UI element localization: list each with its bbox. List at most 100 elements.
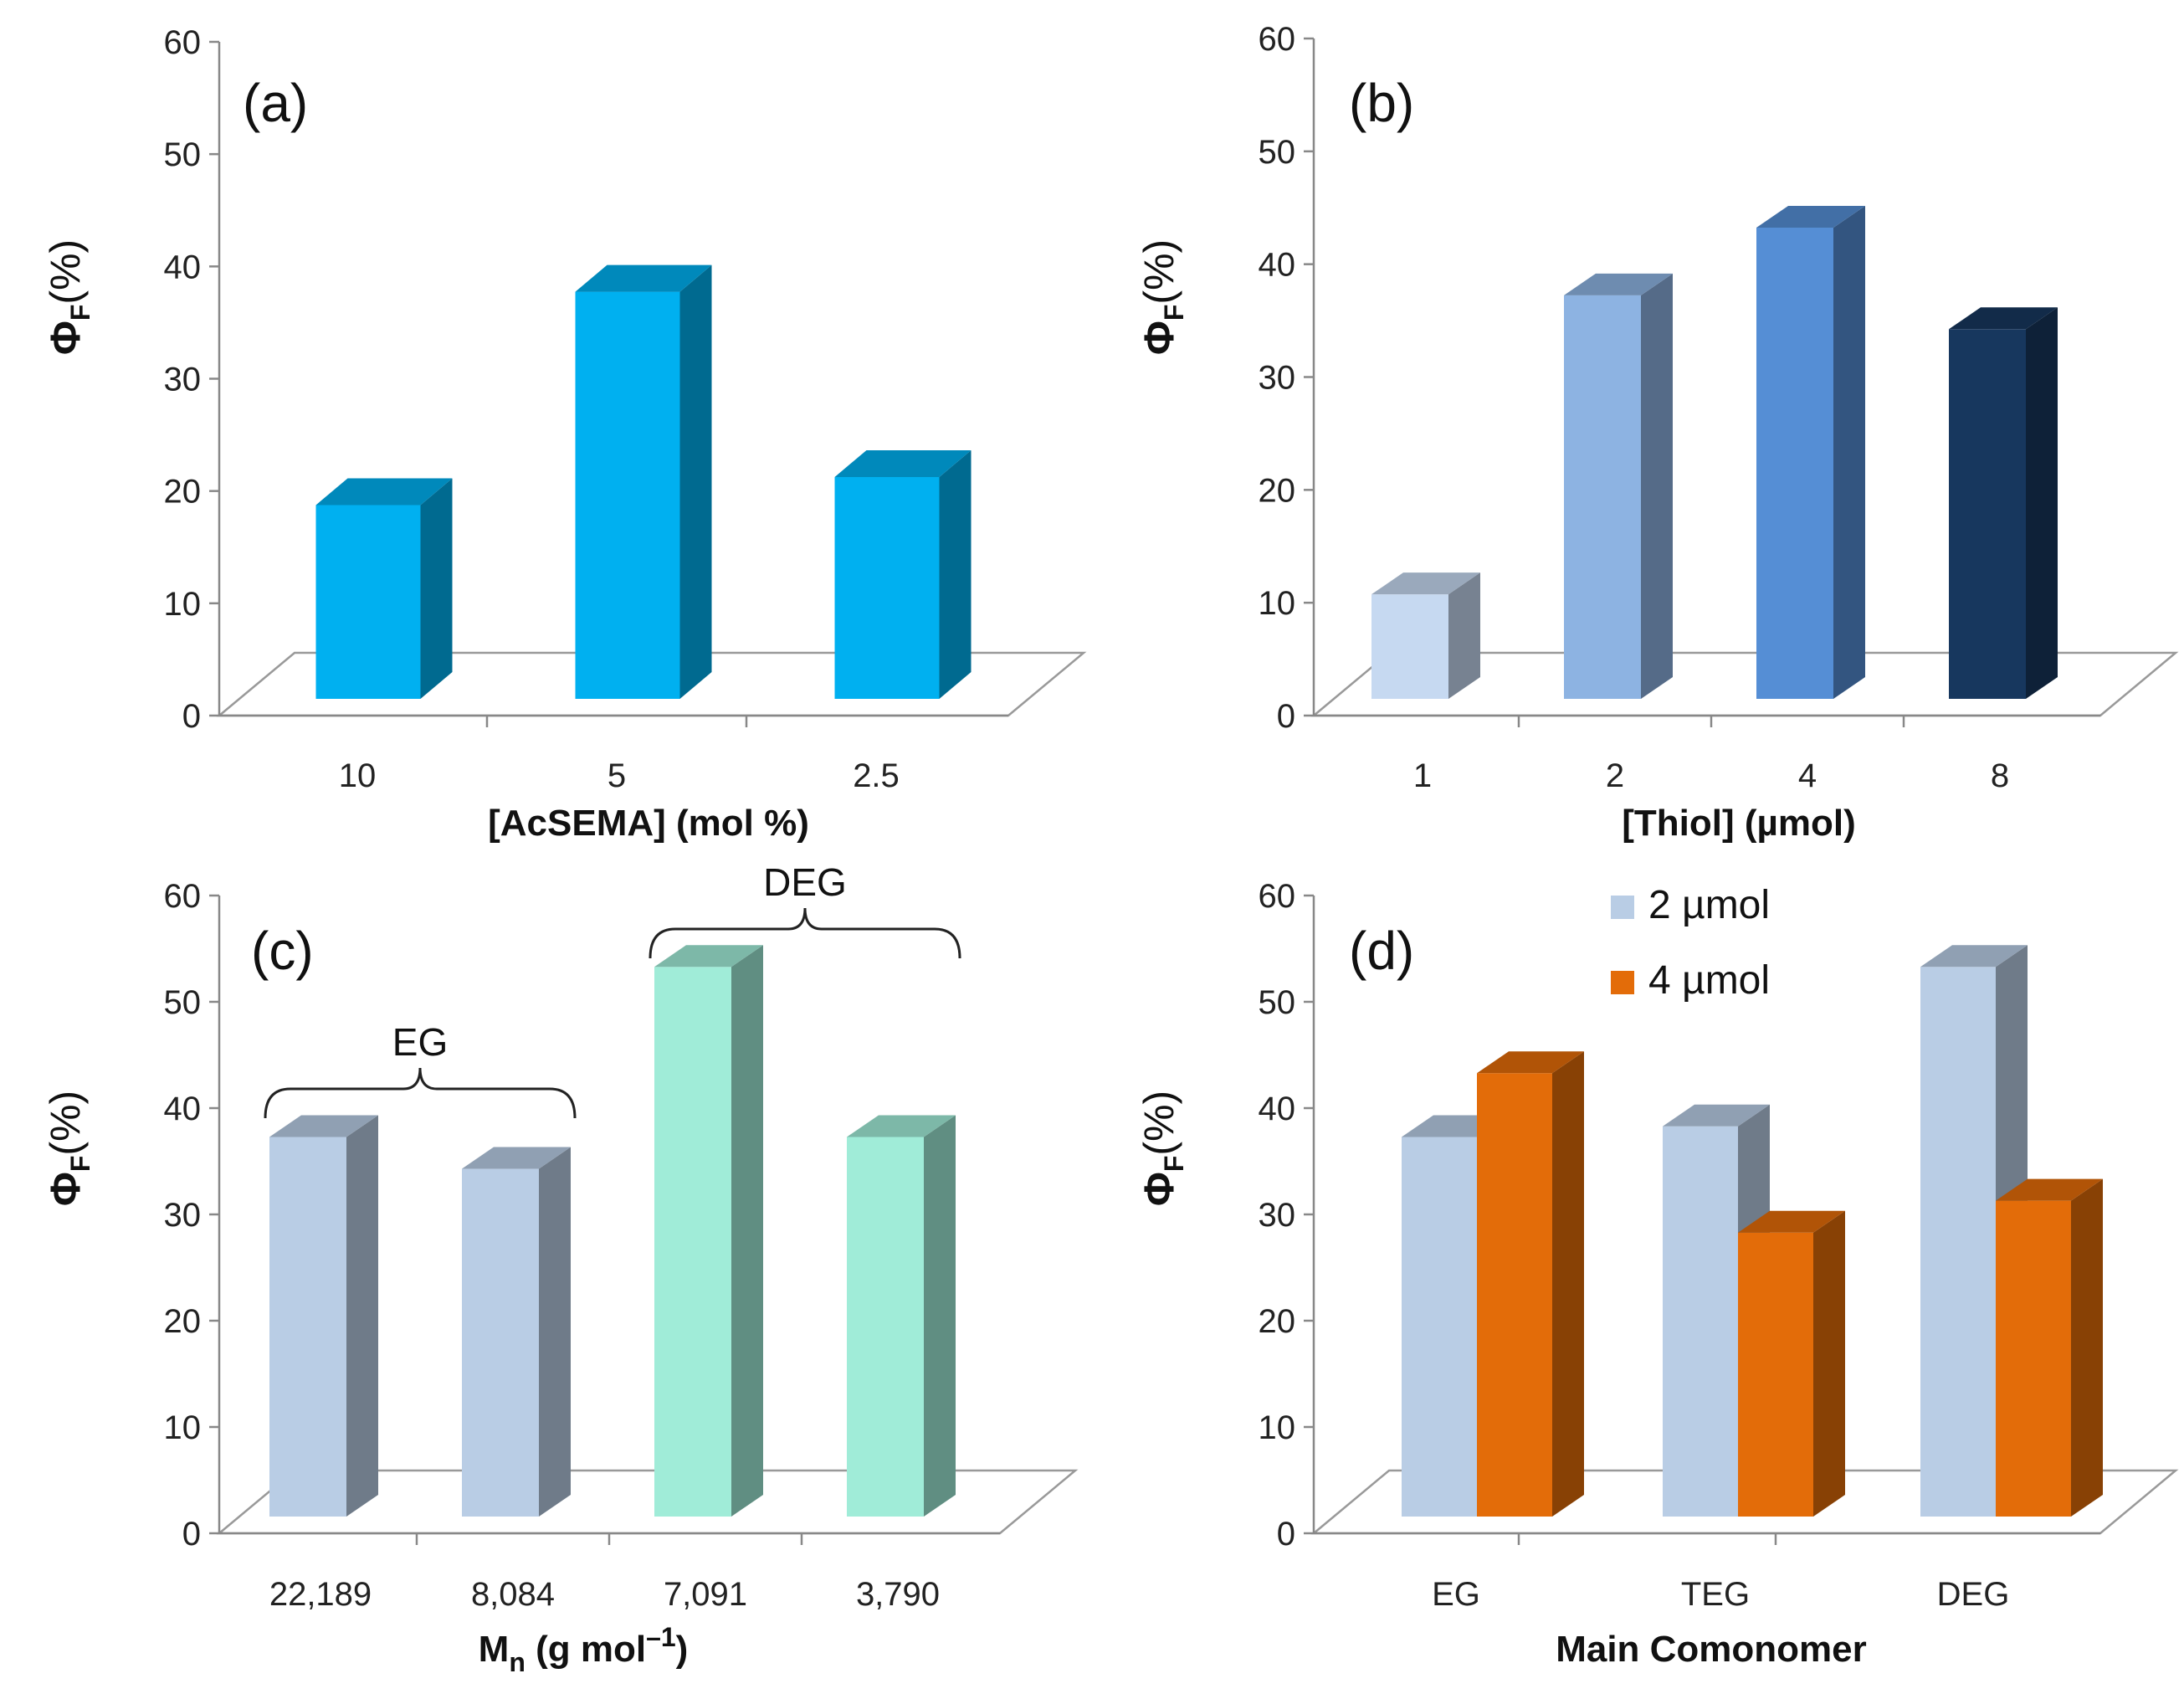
- bar-3-side: [1833, 205, 1865, 700]
- panel-label-a: (a): [243, 73, 308, 133]
- bar-3: [654, 945, 763, 1517]
- panel-a-y-axis-label: ΦF(%): [42, 239, 95, 355]
- x-tick-label: 5: [608, 757, 626, 794]
- y-tick-label: 20: [1259, 1303, 1296, 1340]
- y-tick-label: 60: [164, 878, 202, 915]
- bar-eg-4umol-side: [1552, 1051, 1584, 1517]
- y-tick-label: 50: [164, 136, 202, 173]
- bar-1-side: [420, 478, 453, 699]
- x-tick-label: 8,084: [471, 1576, 555, 1613]
- y-tick-label: 50: [1259, 984, 1296, 1021]
- y-tick-label: 20: [164, 1303, 202, 1340]
- y-tick-label: 40: [1259, 1091, 1296, 1127]
- bar-1: [315, 478, 453, 699]
- group-brace-deg: [649, 907, 961, 959]
- x-tick-label: 8: [1991, 757, 2009, 794]
- bar-teg-4umol-front: [1738, 1232, 1813, 1517]
- bar-3-front: [654, 967, 731, 1517]
- bar-4-front: [1949, 329, 2026, 699]
- panel-c-y-axis-label: ΦF(%): [42, 1091, 95, 1206]
- y-tick-label: 60: [164, 24, 202, 61]
- bar-4: [1949, 307, 2058, 699]
- bar-deg-4umol-top: [1996, 1178, 2103, 1201]
- panel-d-x-axis-label: Main Comonomer: [1556, 1629, 1867, 1670]
- group-brace-eg: [264, 1067, 577, 1119]
- y-tick-label: 40: [164, 1091, 202, 1127]
- y-tick-label: 30: [1259, 1197, 1296, 1234]
- bar-3-front: [834, 476, 940, 699]
- bar-4-front: [847, 1137, 924, 1517]
- bar-2-side: [679, 264, 712, 699]
- bar-1-top: [315, 478, 453, 506]
- x-tick-label: 1: [1413, 757, 1432, 794]
- panel-b-y-axis-label: ΦF(%): [1136, 239, 1189, 355]
- bar-3-side: [731, 945, 763, 1517]
- bar-2-front: [575, 291, 680, 699]
- bar-1-front: [269, 1137, 346, 1517]
- bar-1-side: [346, 1115, 378, 1517]
- bar-1-front: [1371, 594, 1448, 699]
- bar-deg-2umol-top: [1920, 945, 2028, 968]
- y-tick-label: 10: [164, 1409, 202, 1446]
- bar-teg-4umol: [1738, 1210, 1845, 1517]
- x-tick-label: DEG: [1937, 1576, 2010, 1613]
- legend-label-2umol: 2 µmol: [1648, 883, 1770, 927]
- bar-2: [462, 1147, 571, 1517]
- bar-deg-2umol-front: [1920, 967, 1996, 1517]
- bar-deg-4umol-front: [1996, 1200, 2071, 1517]
- bar-2: [1564, 273, 1673, 699]
- y-tick-label: 10: [1259, 1409, 1296, 1446]
- panel-d-chart: (d) Main Comonomer ΦF(%) 2 µmol 4 µmol 0…: [1136, 878, 2179, 1670]
- x-tick-label: 2: [1606, 757, 1624, 794]
- bar-1-top: [1371, 572, 1480, 595]
- bar-eg-4umol-top: [1477, 1051, 1584, 1074]
- x-tick-label: 10: [339, 757, 377, 794]
- bar-3: [834, 449, 972, 699]
- bar-1-side: [1448, 572, 1480, 699]
- legend: 2 µmol 4 µmol: [1611, 883, 1770, 1003]
- x-tick-label: TEG: [1681, 1576, 1750, 1613]
- panel-label-c: (c): [251, 921, 314, 981]
- panel-a-chart: (a) [AcSEMA] (mol %) ΦF(%) 0 10 20 30 40 50 60…: [42, 24, 1087, 844]
- x-tick-label: 3,790: [856, 1576, 940, 1613]
- bar-1-front: [315, 505, 421, 699]
- x-tick-label: 22,189: [269, 1576, 372, 1613]
- bar-eg-2umol-front: [1402, 1137, 1477, 1517]
- y-tick-label: 30: [164, 1197, 202, 1234]
- bar-2-top: [575, 264, 712, 292]
- x-tick-label: 7,091: [664, 1576, 747, 1613]
- y-tick-label: 20: [1259, 472, 1296, 509]
- bar-3-top: [834, 449, 972, 477]
- y-tick-label: 0: [1277, 1516, 1295, 1553]
- panel-b-chart: (b) [Thiol] (µmol) ΦF(%) 0 10 20 30 40 50 60 1 2…: [1136, 21, 2179, 844]
- legend-label-4umol: 4 µmol: [1648, 958, 1770, 1003]
- bar-teg-2umol-front: [1663, 1126, 1738, 1517]
- bar-2-side: [539, 1147, 571, 1517]
- bar-2-top: [462, 1147, 571, 1169]
- y-tick-label: 0: [182, 698, 201, 735]
- bar-2-side: [1641, 273, 1673, 699]
- bar-4: [847, 1115, 956, 1517]
- y-tick-label: 50: [1259, 134, 1296, 171]
- x-tick-label: EG: [1432, 1576, 1480, 1613]
- y-tick-label: 60: [1259, 21, 1296, 58]
- bar-3: [1756, 205, 1865, 700]
- bar-2-front: [1564, 295, 1641, 699]
- panel-label-d: (d): [1349, 921, 1414, 981]
- bar-teg-2umol-top: [1663, 1104, 1770, 1127]
- bar-3-front: [1756, 227, 1833, 699]
- y-tick-label: 20: [164, 474, 202, 511]
- bar-3-top: [654, 945, 763, 968]
- bar-eg-4umol: [1477, 1051, 1584, 1517]
- bar-deg-4umol-side: [2071, 1178, 2103, 1517]
- bar-teg-4umol-top: [1738, 1210, 1845, 1233]
- bar-3-top: [1756, 205, 1865, 228]
- bar-eg-4umol-front: [1477, 1073, 1552, 1517]
- bar-1-top: [269, 1115, 378, 1137]
- bar-4-top: [1949, 307, 2058, 330]
- y-tick-label: 10: [164, 586, 202, 623]
- bar-4-side: [2026, 307, 2058, 699]
- bar-1: [269, 1115, 378, 1517]
- y-tick-label: 30: [164, 362, 202, 398]
- y-tick-label: 40: [1259, 247, 1296, 284]
